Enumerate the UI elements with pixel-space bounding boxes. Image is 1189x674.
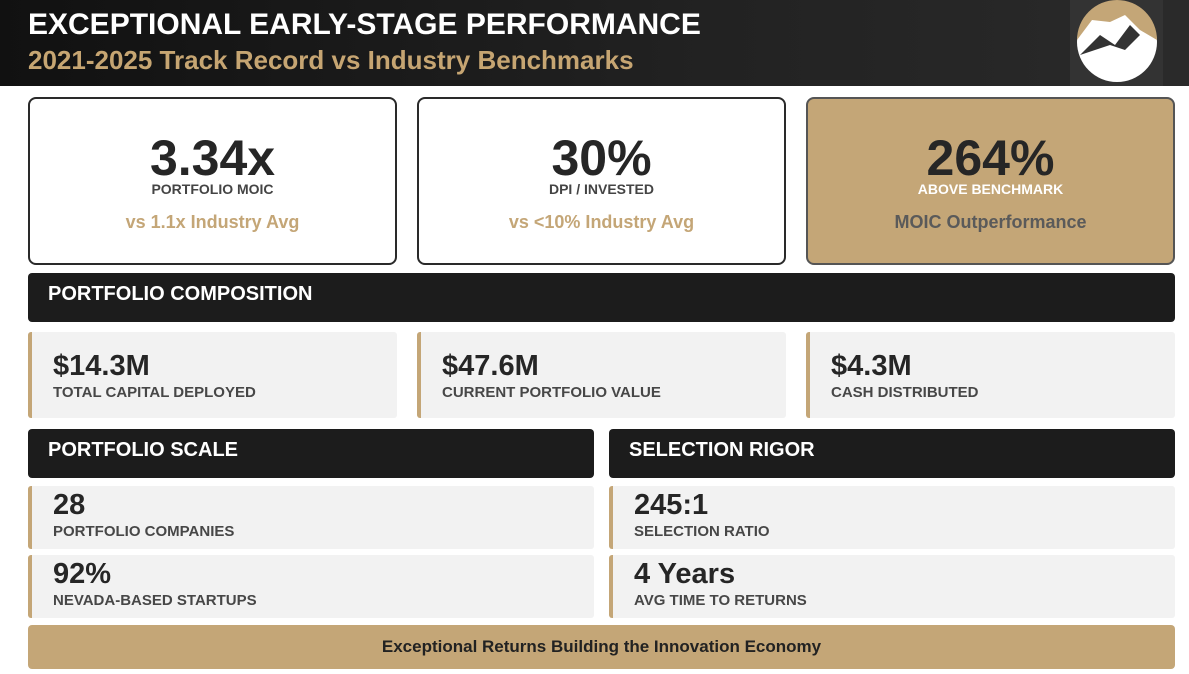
- metric-card: 4 Years AVG TIME TO RETURNS: [609, 555, 1175, 618]
- metric-card: $47.6M CURRENT PORTFOLIO VALUE: [417, 332, 786, 418]
- metric-value: 4 Years: [634, 558, 736, 590]
- kpi-comparison: vs <10% Industry Avg: [508, 212, 695, 232]
- logo: [1070, 0, 1163, 86]
- metric-value: 92%: [53, 558, 112, 590]
- section-header: PORTFOLIO COMPOSITION: [28, 273, 1175, 322]
- kpi-value: 30%: [551, 130, 652, 186]
- kpi-label: PORTFOLIO MOIC: [151, 181, 274, 197]
- kpi-value: 264%: [926, 130, 1055, 186]
- metric-label: CURRENT PORTFOLIO VALUE: [442, 384, 661, 401]
- metric-label: PORTFOLIO COMPANIES: [53, 523, 235, 540]
- header: EXCEPTIONAL EARLY-STAGE PERFORMANCE 2021…: [0, 0, 1189, 86]
- title: EXCEPTIONAL EARLY-STAGE PERFORMANCE: [28, 8, 701, 41]
- metric-label: AVG TIME TO RETURNS: [634, 592, 807, 609]
- metric-label: TOTAL CAPITAL DEPLOYED: [53, 384, 256, 401]
- metric-value: $4.3M: [831, 350, 912, 382]
- kpi-card: 264% ABOVE BENCHMARK MOIC Outperformance: [806, 97, 1175, 265]
- metric-card: 245:1 SELECTION RATIO: [609, 486, 1175, 549]
- kpi-label: DPI / INVESTED: [548, 181, 655, 197]
- section-header: SELECTION RIGOR: [609, 429, 1175, 478]
- metric-card: $4.3M CASH DISTRIBUTED: [806, 332, 1175, 418]
- kpi-value: 3.34x: [149, 130, 276, 186]
- metric-label: SELECTION RATIO: [634, 523, 770, 540]
- metric-value: $47.6M: [442, 350, 539, 382]
- section-header: PORTFOLIO SCALE: [28, 429, 594, 478]
- metric-card: 92% NEVADA-BASED STARTUPS: [28, 555, 594, 618]
- kpi-label: ABOVE BENCHMARK: [917, 181, 1064, 197]
- metric-label: NEVADA-BASED STARTUPS: [53, 592, 257, 609]
- metric-card: $14.3M TOTAL CAPITAL DEPLOYED: [28, 332, 397, 418]
- kpi-comparison: MOIC Outperformance: [894, 212, 1087, 232]
- metric-value: 245:1: [634, 489, 709, 521]
- metric-value: 28: [53, 489, 86, 521]
- metric-label: CASH DISTRIBUTED: [831, 384, 979, 401]
- kpi-comparison: vs 1.1x Industry Avg: [125, 212, 300, 232]
- metric-card: 28 PORTFOLIO COMPANIES: [28, 486, 594, 549]
- footer-banner: Exceptional Returns Building the Innovat…: [28, 625, 1175, 669]
- subtitle: 2021-2025 Track Record vs Industry Bench…: [28, 45, 634, 75]
- metric-value: $14.3M: [53, 350, 150, 382]
- kpi-card: 3.34x PORTFOLIO MOIC vs 1.1x Industry Avg: [28, 97, 397, 265]
- kpi-card: 30% DPI / INVESTED vs <10% Industry Avg: [417, 97, 786, 265]
